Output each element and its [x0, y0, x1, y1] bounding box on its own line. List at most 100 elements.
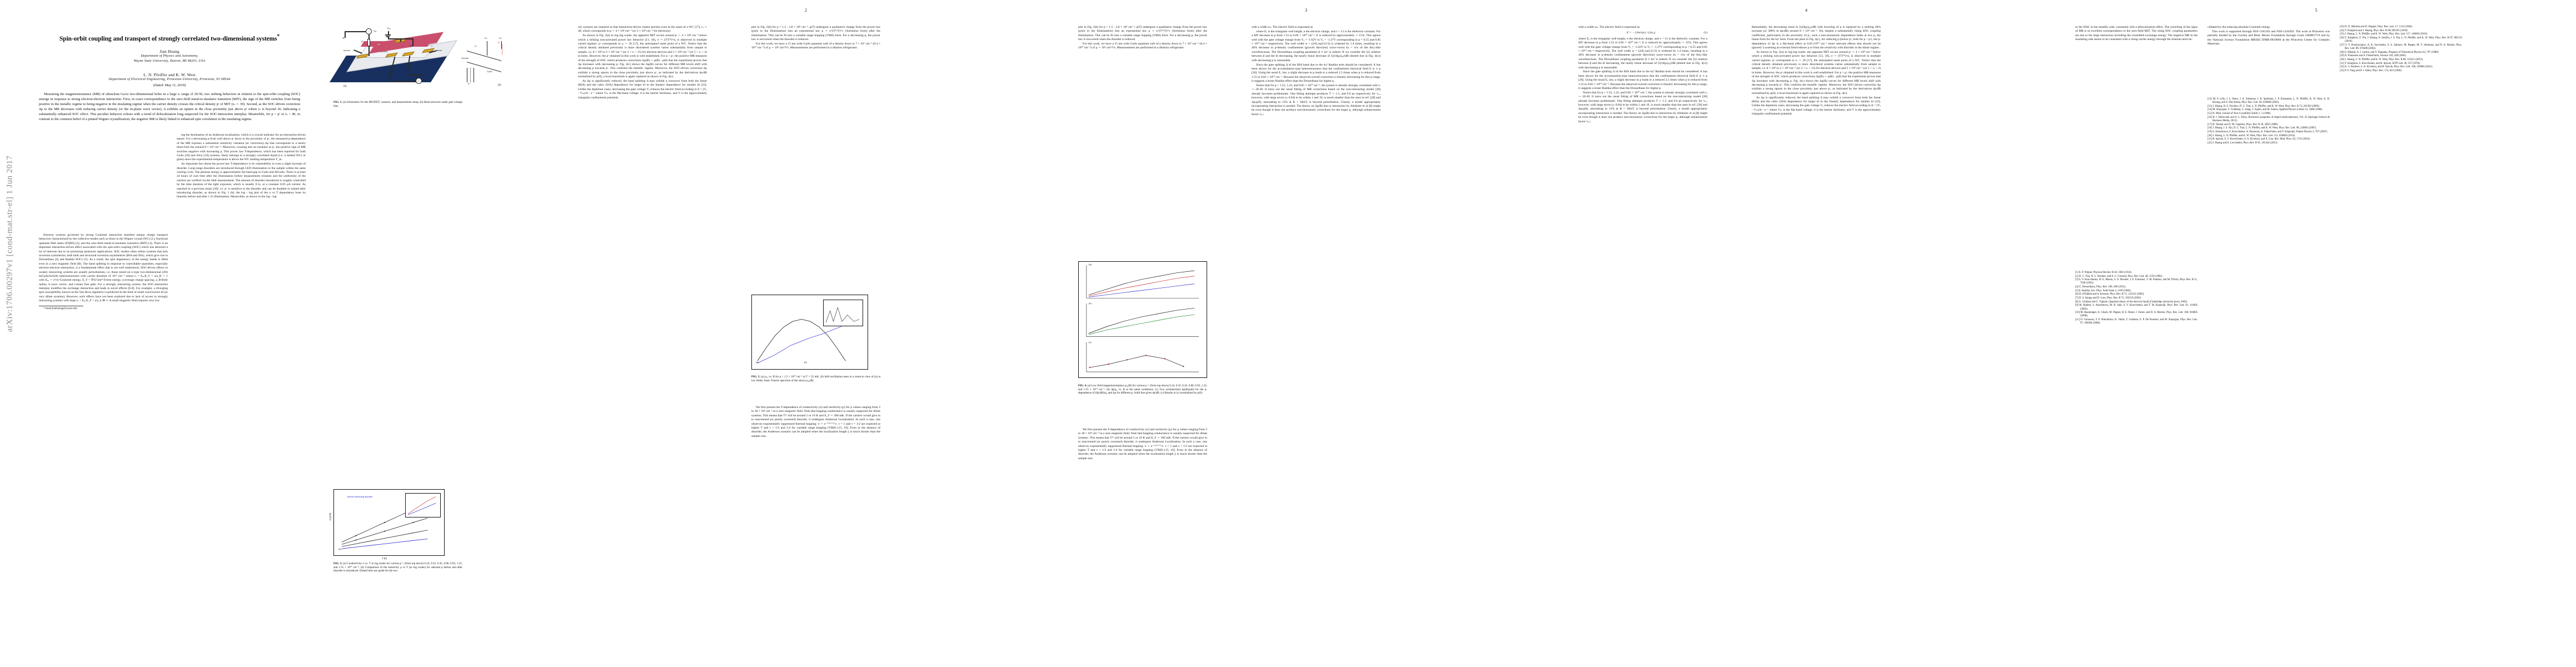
reference-item: [1] E. P. Wigner, Physical Review B 46, …	[2075, 271, 2132, 274]
page5-column-2-body: cilitated by the reducing absolute Coulo…	[2208, 26, 2330, 92]
page3-column-1-bottom: We first present the T-dependence of con…	[1078, 428, 1207, 639]
page1-column-1: Electron systems governed by strong Coul…	[39, 233, 168, 617]
wire-probe2-meter	[408, 74, 422, 76]
page4-column-1: with a width wₖ. The electric field is e…	[1578, 26, 1707, 637]
reference-item: [14] M. Shayegan, V. Goldman, C. Jiang, …	[2208, 108, 2323, 112]
body-paragraph: ing the domination of an Anderson locali…	[177, 133, 306, 162]
body-paragraph: with a width wₖ. The electric field is e…	[1252, 26, 1313, 29]
band-fermi-red-label: Eᶠ	[498, 41, 500, 44]
figure-4-caption: FIG. 4. (a) Low field magnetoresistance …	[1078, 384, 1207, 395]
figure-1-caption-text: (a) Schematics for the HIGIFET, contacts…	[333, 101, 462, 108]
load-resistor	[367, 39, 370, 46]
reference-item: [8] G. Giuliani and G. Vignale, Quantum …	[2075, 300, 2188, 303]
body-paragraph: As shown in Fig. 2(a) in log-log scales,…	[1752, 50, 1881, 95]
page-3: 3 plot in Fig. 2(b) for p = 1.5 - 2.8 × …	[1056, 0, 1556, 667]
wire-gate-right	[412, 38, 413, 46]
page2-column-2-bottom: We first present the T-dependence of con…	[751, 406, 880, 639]
reference-item: [28] S. Hikami, A. I. Larkin, and Y. Nag…	[2340, 51, 2439, 54]
figure-4-caption-text: (a) Low field magnetoresistance ρₓₓ(B) f…	[1078, 384, 1207, 395]
page3-column-2: with a width wₖ. The electric field is e…	[1252, 26, 1381, 637]
reference-item: [9] M. Rahimi, S. Anissimova, M. R. Sakr…	[2075, 304, 2198, 311]
reference-item: [7] D. S. Saraga and D. Loss, Phys. Rev.…	[2075, 297, 2142, 300]
figure-2-plot: T (K) σ (e²/h) before introduing disorde…	[328, 489, 445, 560]
figure-3-svg	[757, 318, 857, 364]
body-paragraph: where Eᵥ is the triangular well height, …	[1578, 37, 1707, 69]
gaas-label: GaAs	[370, 71, 376, 74]
body-paragraph: As Δρ is significantly reduced, the band…	[1752, 96, 1881, 116]
reference-item: [32] A. V. Andreev, S. A. Kivelson, and …	[2340, 66, 2433, 69]
reference-item: [26] T. Knighton, Z. Wu, J. Huang, A. Se…	[2340, 37, 2462, 43]
body-paragraph: We first present the T-dependence of con…	[751, 406, 880, 438]
wire-gate-batt	[388, 31, 389, 34]
figure-4-caption-label: FIG. 4.	[1078, 384, 1087, 387]
reference-item: [33] P. F. Fang and P. J. Stiles, Phys. …	[2340, 69, 2402, 72]
wire-gate-drop	[400, 38, 401, 42]
title-block: Spin-orbit coupling and transport of str…	[39, 33, 300, 122]
body-paragraph: rity systems are required so that intera…	[578, 26, 707, 33]
footnote-email: * email:jianhuang@wayne.edu	[43, 307, 77, 310]
body-paragraph: Since the gate splitting Δ of the BIA ba…	[1578, 70, 1707, 91]
body-paragraph: plot in Fig. 2(b) for p = 1.5 - 2.8 × 10…	[1078, 26, 1207, 42]
references-column-3: [23] N. D. Mermin and H. Wagner, Phys. R…	[2340, 26, 2462, 73]
reference-item: [2] D. C. Tsui, H. L. Stormer, and A. C.…	[2075, 275, 2163, 278]
body-paragraph: As Δρ is significantly reduced, the band…	[578, 79, 707, 99]
figure-4-svg	[1086, 265, 1199, 372]
author-1-name: Jian Huang	[160, 49, 180, 54]
figure-2-xlabel: T (K)	[382, 557, 387, 560]
figure-3-panel-b-label: (b)	[804, 361, 807, 364]
title-footnote-marker: *	[277, 33, 280, 39]
wire-res-source	[368, 46, 370, 56]
band-ef-label: Eᶠ	[468, 82, 470, 85]
figure-2-inset	[405, 493, 441, 517]
figure-2-ylabel: σ (e²/h)	[328, 512, 332, 521]
figure-2-caption-text: (a) Conductivity σ vs. T in log scales f…	[333, 562, 462, 573]
body-paragraph: Remarkably, the decreasing trend in ⟨z⟩d…	[1752, 26, 1881, 49]
reference-item: [19] S. Anissimova, S. Kravchenko, A. Pu…	[2208, 130, 2328, 133]
reference-item: [24] T. Knighton and J. Huang, Phys. Rev…	[2340, 29, 2408, 32]
body-paragraph: Notice that for p = 1.55, 1.22, and 0.85…	[1252, 83, 1381, 116]
band-valence-slope-top	[467, 62, 501, 72]
author-2-affiliation-line-1: Department of Electrical Engineering, Pr…	[108, 77, 231, 82]
ground-symbol-right: ⏕	[410, 44, 412, 48]
reference-item: [11] O. Gunawan, Y. P. Shkolnikov, K. Va…	[2075, 318, 2198, 325]
figure-3-caption-text: (a) ρₓₓ vs. B for p = 1.5 × 10¹⁰ cm⁻² at…	[751, 375, 880, 382]
page-number: 5	[2315, 8, 2318, 13]
band-diagram: Eᴄ Eᴠ Eᶠ p+ AlGaAs Eᶠ GaAs (b)	[461, 36, 515, 91]
source-meter: ~	[366, 28, 372, 34]
figure-2-caption: FIG. 2. (a) Conductivity σ vs. T in log …	[333, 562, 462, 573]
dated-line: (Dated: May 11, 2019)	[153, 83, 186, 88]
band-conduction-slope-top	[467, 51, 501, 61]
reference-item: [6] H. AlTalkeb and A. Kreuzer, Phys. Re…	[2075, 293, 2145, 296]
page4-column-2: Remarkably, the decreasing trend in ⟨z⟩d…	[1752, 26, 1881, 637]
body-paragraph: with a width wₖ. The electric field is e…	[1578, 26, 1640, 29]
wire-gnd-left	[345, 31, 346, 38]
body-paragraph: Electron systems governed by strong Coul…	[39, 233, 168, 303]
reference-item: [10] M. Baenninger, A. Ghosh, M. Pepper,…	[2075, 311, 2198, 318]
reference-item: [4] G. Dresselhaus, Phys. Rev. 100, 580 …	[2075, 286, 2126, 289]
page2-column-2-top: plot in Fig. 2(b) for p = 1.5 - 2.8 × 10…	[751, 26, 880, 287]
vgate-label: Vₒᵤₜ	[387, 27, 391, 29]
band-algaas-label: AlGaAs	[461, 57, 469, 59]
body-paragraph: We first present the T-dependence of con…	[1078, 428, 1207, 460]
body-paragraph: plot in Fig. 2(b) for p = 1.5 - 2.8 × 10…	[751, 26, 880, 42]
page-number: 4	[1805, 8, 1807, 13]
figure-3-plot: (a) (b)	[751, 295, 868, 370]
body-paragraph: Notice that for p = 1.55, 1.22, and 0.85…	[1578, 91, 1707, 123]
vex-label: Vₑₓ	[373, 29, 377, 32]
figure-1-device-schematic: GaAs AlGaAs p+ ⏕ ~ Vₑₓ Rₗ	[330, 27, 517, 94]
reference-item: [25] J. Huang, L. N. Pfeiffer, and K. W.…	[2340, 33, 2428, 36]
arxiv-stamp: arXiv:1706.00297v1 [cond-mat.str-el] 1 J…	[5, 155, 14, 332]
figure-2-panel-a-label: (a)	[338, 547, 341, 550]
figure-3-caption: FIG. 3. (a) ρₓₓ vs. B for p = 1.5 × 10¹⁰…	[751, 375, 880, 382]
figure-3-panel-a-label: (a)	[756, 361, 759, 364]
figure-1-caption-label: FIG. 1.	[333, 101, 342, 104]
abstract: Measuring the magnetoresistance (MR) of …	[39, 92, 300, 121]
body-paragraph: cilitated by the reducing absolute Coulo…	[2208, 26, 2271, 29]
band-gaas-label: GaAs	[487, 70, 492, 73]
band-pplus-label: p+	[475, 44, 477, 47]
band-ev-label: Eᴠ	[499, 37, 502, 39]
reference-item: [15] N. Mott, Journal of Non-Crystalline…	[2208, 112, 2271, 116]
page3-column-1-top: plot in Fig. 2(b) for p = 1.5 - 2.8 × 10…	[1078, 26, 1207, 248]
band-fermi-dashed-well	[470, 68, 471, 82]
